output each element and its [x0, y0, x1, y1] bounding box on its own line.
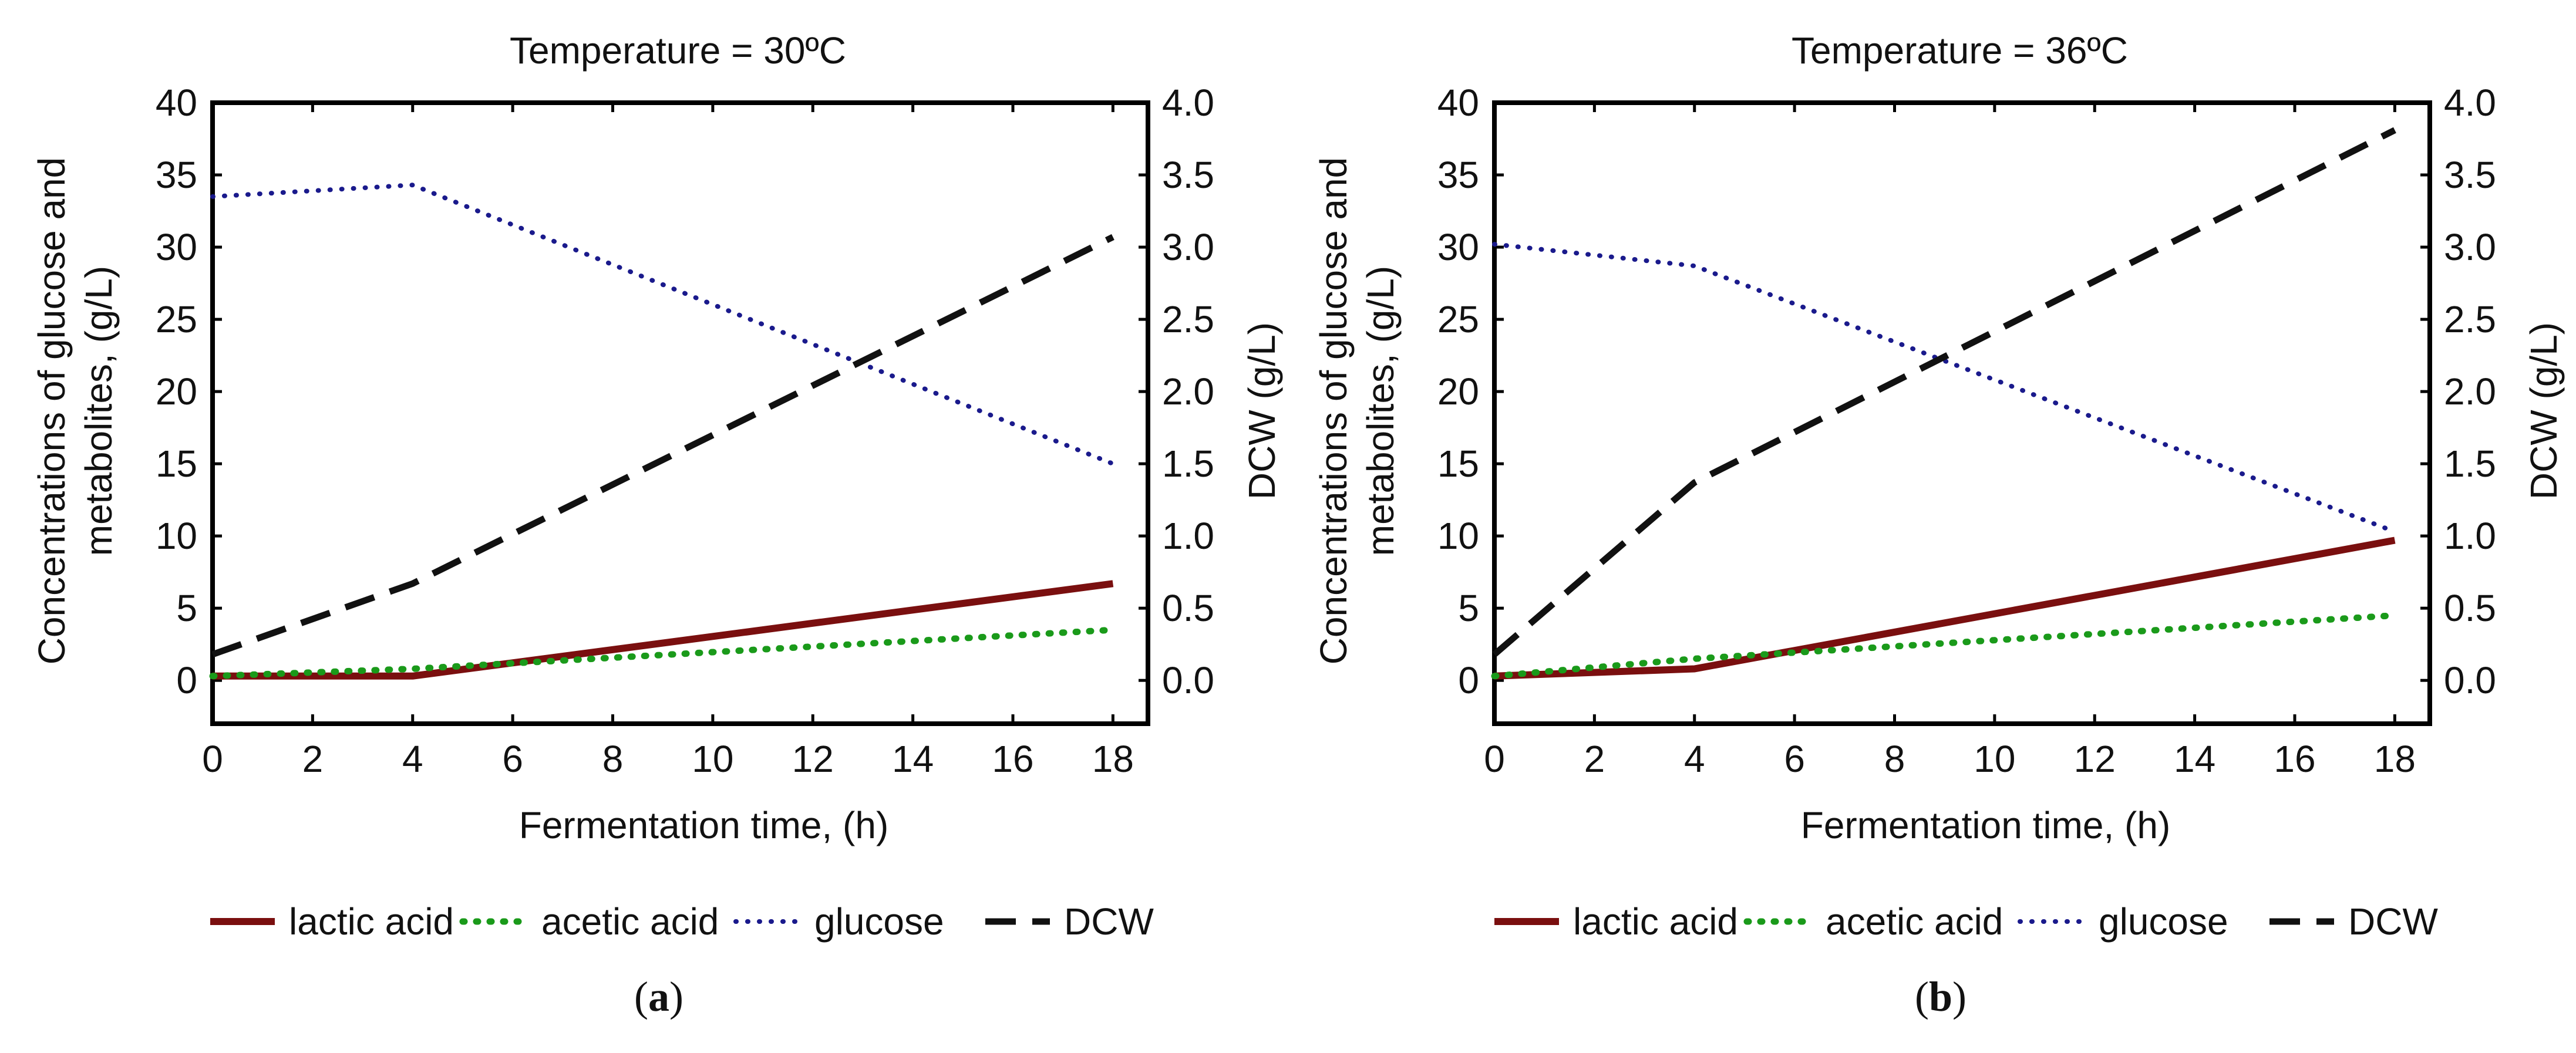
y-right-tick-label: 3.5: [2444, 154, 2496, 196]
series-line-lactic-acid: [213, 580, 1114, 680]
panel-label-letter: b: [1929, 973, 1952, 1020]
legend-label: acetic acid: [1826, 900, 2003, 943]
x-tick-label: 14: [892, 738, 934, 780]
panel-label-letter: a: [648, 973, 669, 1020]
panel-label: (b): [1915, 973, 1966, 1020]
y-right-tick-label: 1.5: [2444, 443, 2496, 485]
x-tick-label: 4: [402, 738, 423, 780]
y-left-tick-label: 0: [1458, 659, 1479, 701]
series-line-dcw: [211, 234, 1114, 658]
y-left-tick-label: 15: [156, 443, 197, 485]
y-left-tick-label: 35: [1437, 154, 1479, 196]
series-line-dcw: [1492, 127, 2396, 657]
y-left-tick-label: 30: [156, 226, 197, 268]
series-line-glucose: [1492, 242, 2397, 534]
x-tick-label: 2: [302, 738, 324, 780]
chart-panel-b: 0 2 4 6 8 10 12 14 16 18 0 5 10 15 20 25 30 35 40 0.0 0.5 1.0…: [1312, 29, 2565, 1020]
x-tick-label: 10: [1974, 738, 2015, 780]
y-right-tick-label: 3.0: [2444, 226, 2496, 268]
plot-frame: [1492, 100, 2432, 726]
legend-label: lactic acid: [1573, 900, 1738, 943]
y-left-tick-label: 35: [156, 154, 197, 196]
legend-label: glucose: [2099, 900, 2228, 943]
y-right-tick-label: 0.5: [2444, 587, 2496, 629]
y-right-tick-label: 2.5: [2444, 298, 2496, 340]
y-left-tick-label: 30: [1437, 226, 1479, 268]
y-left-tick-label: 10: [1437, 515, 1479, 557]
y-right-tick-label: 0.5: [1162, 587, 1214, 629]
x-tick-label: 10: [692, 738, 733, 780]
x-tick-label: 12: [792, 738, 834, 780]
y-left-axis-label-line2: metabolites, (g/L): [78, 266, 120, 556]
x-tick-label: 6: [502, 738, 523, 780]
x-tick-label: 18: [2374, 738, 2416, 780]
legend-label: acetic acid: [541, 900, 719, 943]
x-axis-label: Fermentation time, (h): [519, 804, 889, 846]
y-left-tick-label: 20: [156, 370, 197, 413]
y-right-tick-label: 3.5: [1162, 154, 1214, 196]
x-tick-label: 16: [2274, 738, 2315, 780]
y-right-axis-label: DCW (g/L): [2523, 322, 2565, 500]
x-axis-label: Fermentation time, (h): [1801, 804, 2171, 846]
y-left-tick-label: 15: [1437, 443, 1479, 485]
series-line-glucose: [210, 183, 1116, 467]
x-tick-label: 6: [1784, 738, 1805, 780]
x-tick-label: 4: [1684, 738, 1705, 780]
x-tick-label: 18: [1092, 738, 1134, 780]
y-right-tick-label: 2.0: [2444, 370, 2496, 413]
legend-label: glucose: [814, 900, 944, 943]
chart-panel-a: 0 2 4 6 8 10 12 14 16 18 0 5 10 15 20 25 30 35 40 0.0 0.5 1.0…: [31, 29, 1283, 1020]
x-tick-label: 14: [2174, 738, 2215, 780]
y-right-tick-label: 1.0: [2444, 515, 2496, 557]
series-line-lactic-acid: [1494, 536, 2396, 680]
panel-label: (a): [634, 973, 683, 1020]
y-left-tick-label: 0: [176, 659, 197, 701]
y-left-axis-label-line1: Concentrations of glucose and: [1312, 157, 1355, 665]
series-line-acetic-acid: [1491, 612, 2398, 680]
y-left-axis-label-line2: metabolites, (g/L): [1359, 266, 1402, 556]
y-right-tick-label: 1.0: [1162, 515, 1214, 557]
y-left-tick-label: 20: [1437, 370, 1479, 413]
y-right-axis-label: DCW (g/L): [1241, 322, 1283, 500]
x-tick-label: 0: [202, 738, 223, 780]
y-left-tick-label: 40: [156, 82, 197, 124]
legend-label: DCW: [1064, 900, 1154, 943]
x-tick-label: 0: [1484, 738, 1505, 780]
y-left-tick-label: 5: [176, 587, 197, 629]
y-left-tick-label: 5: [1458, 587, 1479, 629]
y-left-axis-label-line1: Concentrations of glucose and: [31, 157, 73, 665]
y-left-tick-label: 10: [156, 515, 197, 557]
chart-title: Temperature = 30ºC: [510, 29, 846, 72]
x-tick-label: 8: [1884, 738, 1905, 780]
y-right-tick-label: 3.0: [1162, 226, 1214, 268]
y-right-tick-label: 4.0: [2444, 82, 2496, 124]
series-line-acetic-acid: [209, 626, 1116, 680]
y-right-tick-label: 1.5: [1162, 443, 1214, 485]
legend-label: lactic acid: [289, 900, 454, 943]
plot-frame: [210, 100, 1150, 726]
y-left-tick-label: 40: [1437, 82, 1479, 124]
y-right-tick-label: 4.0: [1162, 82, 1214, 124]
x-tick-label: 12: [2074, 738, 2116, 780]
x-tick-label: 8: [602, 738, 624, 780]
x-tick-label: 16: [992, 738, 1033, 780]
y-right-tick-label: 2.0: [1162, 370, 1214, 413]
y-right-tick-label: 0.0: [1162, 659, 1214, 701]
y-right-tick-label: 2.5: [1162, 298, 1214, 340]
y-right-tick-label: 0.0: [2444, 659, 2496, 701]
y-left-tick-label: 25: [1437, 298, 1479, 340]
legend-label: DCW: [2348, 900, 2438, 943]
chart-title: Temperature = 36ºC: [1792, 29, 2128, 72]
y-left-tick-label: 25: [156, 298, 197, 340]
x-tick-label: 2: [1584, 738, 1605, 780]
